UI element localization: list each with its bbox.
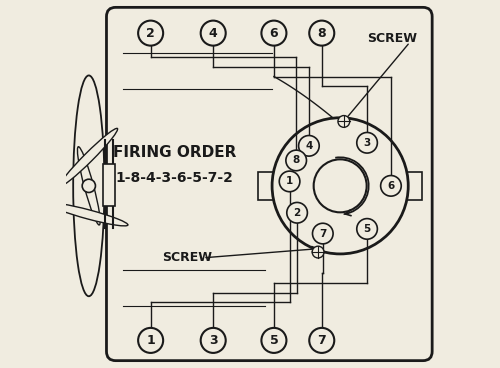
Text: FIRING ORDER: FIRING ORDER xyxy=(113,145,236,160)
Text: 4: 4 xyxy=(209,26,218,40)
Circle shape xyxy=(357,132,378,153)
Circle shape xyxy=(298,135,319,156)
FancyBboxPatch shape xyxy=(103,164,115,206)
Text: 8: 8 xyxy=(292,155,300,166)
Text: 3: 3 xyxy=(209,334,218,347)
FancyBboxPatch shape xyxy=(106,7,432,361)
Ellipse shape xyxy=(78,147,100,225)
Circle shape xyxy=(138,21,163,46)
Circle shape xyxy=(262,328,286,353)
Circle shape xyxy=(82,179,96,192)
Circle shape xyxy=(309,328,334,353)
Circle shape xyxy=(138,328,163,353)
Circle shape xyxy=(272,118,408,254)
Circle shape xyxy=(200,328,226,353)
FancyBboxPatch shape xyxy=(258,172,274,200)
Circle shape xyxy=(286,150,306,171)
Text: SCREW: SCREW xyxy=(368,32,418,45)
Text: 3: 3 xyxy=(364,138,370,148)
Text: 2: 2 xyxy=(146,26,155,40)
Text: 2: 2 xyxy=(294,208,300,218)
Circle shape xyxy=(262,21,286,46)
Text: SCREW: SCREW xyxy=(162,251,212,264)
FancyBboxPatch shape xyxy=(406,172,422,200)
Text: 4: 4 xyxy=(305,141,312,151)
Ellipse shape xyxy=(50,203,128,226)
Circle shape xyxy=(357,219,378,239)
Text: 7: 7 xyxy=(319,229,326,238)
Text: 5: 5 xyxy=(270,334,278,347)
Circle shape xyxy=(312,246,324,258)
Text: 6: 6 xyxy=(388,181,394,191)
Text: 5: 5 xyxy=(364,224,370,234)
Text: 1: 1 xyxy=(146,334,155,347)
Text: 8: 8 xyxy=(318,26,326,40)
Circle shape xyxy=(312,223,333,244)
Text: 1-8-4-3-6-5-7-2: 1-8-4-3-6-5-7-2 xyxy=(116,171,234,185)
Text: 1: 1 xyxy=(286,176,293,187)
Text: 7: 7 xyxy=(318,334,326,347)
Circle shape xyxy=(309,21,334,46)
Text: 6: 6 xyxy=(270,26,278,40)
Ellipse shape xyxy=(60,128,118,186)
Circle shape xyxy=(314,159,366,212)
Ellipse shape xyxy=(73,75,104,296)
Circle shape xyxy=(338,116,349,127)
Circle shape xyxy=(200,21,226,46)
Circle shape xyxy=(280,171,300,192)
Circle shape xyxy=(380,176,401,196)
Circle shape xyxy=(287,202,308,223)
